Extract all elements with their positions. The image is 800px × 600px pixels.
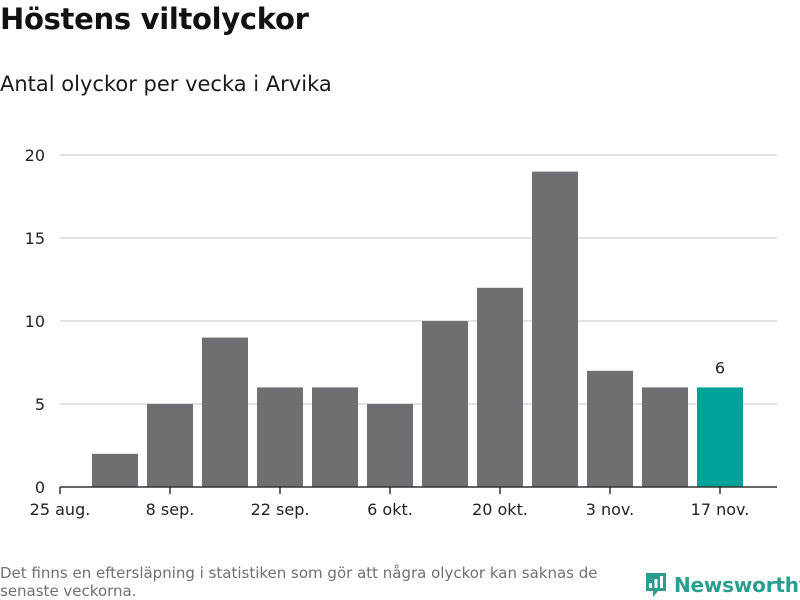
brand-name: Newsworthy: [674, 573, 800, 597]
bar: [202, 337, 248, 487]
bar: [587, 370, 633, 487]
bar: [257, 387, 303, 487]
x-tick-label: 3 nov.: [586, 500, 635, 519]
chart-title: Höstens viltolyckor: [0, 2, 309, 36]
x-tick-label: 22 sep.: [251, 500, 310, 519]
bar: [422, 321, 468, 487]
data-label: 6: [715, 358, 725, 377]
brand[interactable]: Newsworthy: [644, 570, 800, 600]
x-tick-label: 6 okt.: [367, 500, 413, 519]
bar: [697, 387, 743, 487]
y-tick-label: 0: [35, 478, 45, 497]
x-tick-label: 17 nov.: [691, 500, 750, 519]
bar: [92, 453, 138, 487]
x-tick-label: 8 sep.: [146, 500, 195, 519]
bar-chart: 0 5 10 15 20 6 25 aug. 8 sep. 22 sep. 6 okt. 20 ok…: [25, 146, 777, 519]
x-tick-label: 20 okt.: [472, 500, 528, 519]
y-tick-label: 20: [25, 146, 45, 165]
y-tick-label: 10: [25, 312, 45, 331]
chart-subtitle: Antal olyckor per vecka i Arvika: [0, 72, 332, 96]
bar: [312, 387, 358, 487]
y-tick-label: 5: [35, 395, 45, 414]
newsworthy-logo-icon: [646, 573, 666, 597]
footnote: Det finns en eftersläpning i statistiken…: [0, 564, 598, 600]
bar: [642, 387, 688, 487]
bar: [532, 171, 578, 487]
y-tick-label: 15: [25, 229, 45, 248]
bar: [477, 287, 523, 487]
x-tick-label: 25 aug.: [30, 500, 91, 519]
bar: [147, 404, 193, 487]
bar: [367, 404, 413, 487]
